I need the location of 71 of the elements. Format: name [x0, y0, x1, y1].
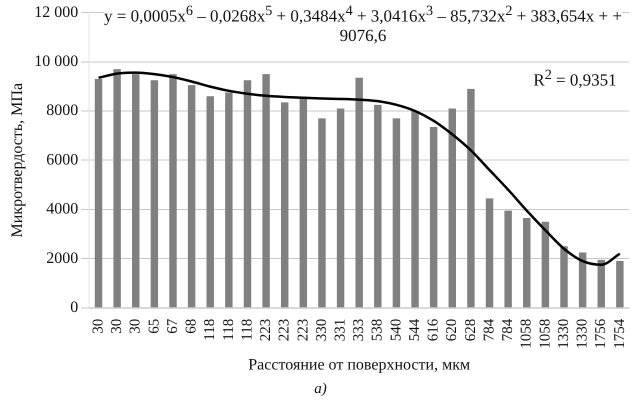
- bar: [300, 98, 308, 308]
- text: y = 0,0005x$^{6}$ – 0,0268x$^{5}$ + 0,3484x$^{4}$ + 3,0416x$^{3}$ – 85,732x$^{2}$ + 383,654x + + 9076,6: [104, 3, 622, 45]
- y-tick-label: 0: [70, 299, 78, 316]
- bar: [188, 85, 196, 308]
- bar: [486, 198, 494, 308]
- x-tick-label: 1754: [612, 318, 628, 349]
- bar: [411, 111, 419, 308]
- bar: [262, 74, 270, 308]
- x-tick-label: 784: [500, 318, 516, 342]
- bar: [225, 92, 233, 308]
- bar: [206, 96, 214, 308]
- bar: [132, 74, 140, 308]
- line-series: [97, 71, 622, 266]
- bar: [448, 108, 456, 308]
- bar: [336, 108, 344, 308]
- bar: [244, 80, 252, 308]
- bar: [392, 118, 400, 308]
- y-tick-label: 8000: [46, 102, 78, 120]
- bar: [150, 80, 158, 308]
- y-tick-label: 2000: [46, 250, 78, 267]
- bar: [374, 104, 382, 308]
- x-tick-label: 1058: [518, 318, 535, 349]
- x-tick-label: 1330: [556, 318, 572, 349]
- y-tick-label: 6000: [46, 151, 78, 168]
- x-tick-label: 223: [295, 318, 312, 342]
- x-tick-label: 67: [164, 318, 181, 334]
- y-axis-title: Микротвердость, МПа: [8, 82, 26, 238]
- bar: [616, 261, 624, 308]
- x-axis-title: Расстояние от поверхности, мкм: [248, 356, 470, 374]
- x-tick-label: 1330: [574, 318, 591, 349]
- bar: [598, 260, 605, 308]
- bar: [542, 222, 550, 308]
- x-tick-label: 538: [370, 318, 386, 342]
- x-tick-label: 65: [146, 318, 162, 334]
- x-tick-label: 540: [388, 318, 404, 342]
- bar: [169, 74, 177, 308]
- x-tick-label: 30: [109, 318, 126, 334]
- bar: [94, 79, 102, 308]
- x-tick-label: 30: [90, 318, 106, 334]
- x-tick-label: 544: [406, 318, 423, 342]
- annotation: R$^{2}$ = 0,9351: [515, 66, 635, 90]
- text: а): [313, 380, 328, 399]
- y-tick-label: 12 000: [34, 4, 78, 21]
- y-tick-label: 10 000: [34, 53, 78, 70]
- bar: [318, 118, 326, 308]
- bar: [430, 126, 438, 308]
- x-tick-label: 223: [258, 318, 274, 342]
- x-tick-label: 118: [239, 318, 256, 341]
- x-tick-label: 784: [481, 318, 498, 342]
- x-tick-label: 330: [314, 318, 330, 342]
- x-tick-label: 333: [351, 318, 368, 342]
- x-tick-label: 223: [276, 318, 293, 342]
- bar: [113, 69, 121, 308]
- bar: [467, 88, 475, 308]
- x-tick-label: 118: [202, 318, 218, 341]
- x-tick-label: 1756: [593, 318, 610, 349]
- y-tick-label: 4000: [46, 200, 78, 218]
- x-tick-label: 331: [332, 318, 349, 342]
- bar: [578, 252, 586, 308]
- x-tick-label: 68: [184, 318, 200, 334]
- x-tick-label: 616: [426, 318, 442, 342]
- bar: [355, 78, 363, 308]
- x-tick-label: 118: [220, 318, 237, 341]
- x-tick-label: 620: [444, 318, 460, 342]
- x-tick-label: 628: [462, 318, 479, 342]
- bar: [280, 102, 288, 308]
- x-tick-label: 1058: [537, 318, 554, 349]
- bar: [560, 246, 568, 308]
- bar: [523, 218, 530, 308]
- x-tick-label: 30: [128, 318, 144, 334]
- bar: [504, 210, 512, 308]
